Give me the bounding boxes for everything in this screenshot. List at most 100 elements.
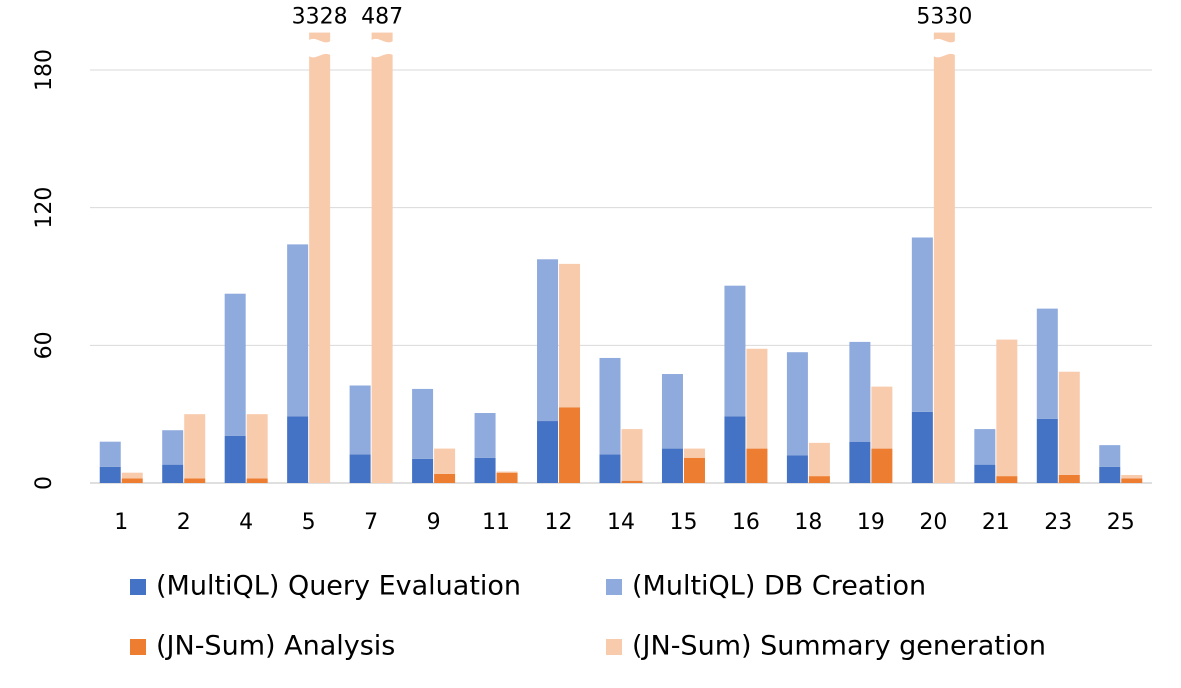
x-tick-label: 9 [427, 510, 441, 535]
bar [808, 442, 830, 477]
bar [746, 448, 768, 483]
x-tick-label: 19 [857, 510, 885, 535]
bar [1058, 371, 1080, 475]
bar [1121, 474, 1143, 479]
bar [474, 457, 496, 483]
bar [599, 454, 621, 483]
x-tick-label: 25 [1107, 510, 1135, 535]
x-tick-label: 18 [794, 510, 822, 535]
x-tick-label: 11 [482, 510, 510, 535]
bar [496, 472, 518, 483]
bar [683, 448, 705, 458]
bar [933, 32, 955, 483]
legend-label: (JN-Sum) Analysis [156, 631, 395, 662]
y-tick-label: 120 [32, 187, 57, 229]
x-tick-label: 16 [732, 510, 760, 535]
x-tick-label: 5 [302, 510, 316, 535]
bar [849, 441, 871, 483]
x-tick-label: 4 [239, 510, 253, 535]
bar [1121, 478, 1143, 483]
bar [621, 480, 643, 483]
x-tick-label: 15 [669, 510, 697, 535]
bar [849, 341, 871, 442]
bar [746, 348, 768, 449]
bar [996, 476, 1018, 483]
bar [661, 448, 683, 483]
bar [412, 458, 434, 483]
bar [724, 416, 746, 483]
bar [474, 413, 496, 458]
legend-swatch [606, 639, 622, 655]
bar [786, 455, 808, 483]
axis-break [308, 38, 332, 58]
legend-swatch [130, 639, 146, 655]
bar [724, 285, 746, 417]
x-tick-label: 1 [114, 510, 128, 535]
bar [371, 32, 393, 483]
bar [911, 411, 933, 483]
x-tick-label: 23 [1044, 510, 1072, 535]
x-tick-label: 21 [982, 510, 1010, 535]
axis-break [370, 38, 394, 58]
y-tick-label: 180 [32, 49, 57, 91]
legend: (MultiQL) Query Evaluation (MultiQL) DB C… [130, 571, 1046, 662]
bar [808, 476, 830, 483]
bar [661, 374, 683, 449]
x-tick-label: 2 [177, 510, 191, 535]
bar [599, 357, 621, 455]
legend-label: (JN-Sum) Summary generation [632, 631, 1046, 662]
legend-label: (MultiQL) Query Evaluation [156, 571, 521, 602]
bar [246, 478, 268, 483]
bar [224, 435, 246, 483]
bar [309, 32, 331, 483]
legend-swatch [606, 579, 622, 595]
bar [287, 416, 309, 483]
bar [1036, 308, 1058, 419]
bar [349, 454, 371, 483]
bar [99, 441, 121, 467]
bar [1099, 445, 1121, 467]
bar [184, 478, 206, 483]
bar [162, 464, 184, 483]
bar [537, 421, 559, 483]
bar [434, 473, 456, 483]
legend-label: (MultiQL) DB Creation [632, 571, 926, 602]
bar [349, 385, 371, 455]
bar [184, 414, 206, 479]
bar [99, 466, 121, 483]
bar [1099, 466, 1121, 483]
bar [412, 388, 434, 459]
bar [121, 478, 143, 483]
bar [224, 293, 246, 436]
bar [1036, 418, 1058, 483]
bar [287, 244, 309, 417]
x-tick-label: 14 [607, 510, 635, 535]
bar [911, 237, 933, 412]
bar [434, 448, 456, 474]
bar [559, 407, 581, 483]
bar [996, 339, 1018, 477]
bar [162, 430, 184, 465]
bar [871, 386, 893, 449]
bar [537, 259, 559, 422]
axis-break [932, 38, 956, 58]
x-tick-label: 7 [364, 510, 378, 535]
bar [871, 448, 893, 483]
bar [559, 263, 581, 408]
bar [621, 429, 643, 481]
bar [683, 457, 705, 483]
bar [496, 471, 518, 473]
data-label: 487 [361, 5, 403, 30]
bar [1058, 474, 1080, 483]
bar [246, 414, 268, 479]
bar [121, 472, 143, 479]
y-tick-label: 60 [32, 331, 57, 359]
legend-swatch [130, 579, 146, 595]
x-tick-label: 20 [919, 510, 947, 535]
bar [974, 464, 996, 483]
bar [974, 429, 996, 465]
x-tick-label: 12 [545, 510, 573, 535]
bar [786, 352, 808, 456]
y-tick-label: 0 [32, 476, 57, 490]
